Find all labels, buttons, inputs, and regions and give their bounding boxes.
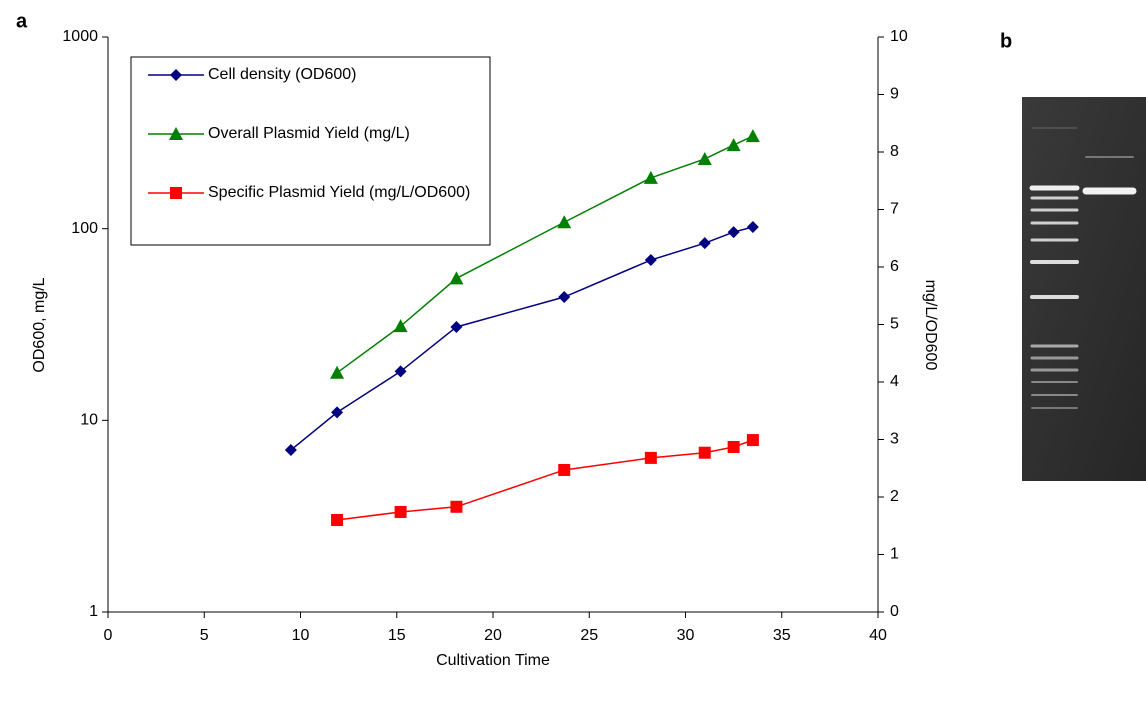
x-tick-label: 0	[104, 627, 113, 644]
y2-tick-label: 8	[890, 143, 899, 160]
y2-tick-label: 10	[890, 28, 908, 45]
x-tick-label: 35	[773, 627, 791, 644]
legend-label-box: Overall Plasmid Yield (mg/L)	[208, 125, 410, 142]
marker-square	[644, 451, 657, 464]
marker-diamond	[698, 237, 711, 250]
marker-triangle	[393, 319, 408, 333]
y2-tick-label: 7	[890, 201, 899, 218]
series-line	[290, 226, 754, 451]
marker-triangle	[449, 271, 464, 285]
legend-box	[130, 56, 491, 246]
marker-square	[698, 446, 711, 459]
marker-diamond	[170, 69, 182, 81]
marker-diamond	[746, 221, 759, 234]
y2-tick-label: 9	[890, 86, 899, 103]
marker-diamond	[450, 320, 463, 333]
marker-triangle	[330, 365, 345, 379]
marker-triangle	[557, 215, 572, 229]
y2-tick-label: 3	[890, 431, 899, 448]
marker-square	[746, 434, 759, 447]
marker-triangle	[726, 138, 741, 152]
x-tick-label: 5	[200, 627, 209, 644]
x-tick-label: 20	[484, 627, 502, 644]
y2-tick-label: 6	[890, 258, 899, 275]
y2-tick-label: 1	[890, 546, 899, 563]
y-tick-label: 1	[89, 603, 98, 620]
marker-triangle	[643, 170, 658, 184]
y2-tick-label: 2	[890, 488, 899, 505]
marker-diamond	[331, 406, 344, 419]
x-axis-label: Cultivation Time	[436, 652, 550, 669]
legend-label: Overall Plasmid Yield (mg/L)	[208, 125, 410, 142]
marker-square	[394, 505, 407, 518]
y-tick-label: 1000	[62, 28, 98, 45]
marker-square	[727, 440, 740, 453]
marker-triangle	[169, 127, 183, 140]
panel-label: b	[1000, 30, 1012, 52]
marker-square	[170, 187, 182, 199]
marker-square	[558, 463, 571, 476]
y2-tick-label: 5	[890, 316, 899, 333]
marker-diamond	[394, 365, 407, 378]
legend: Cell density (OD600) Overall Plasmid Yiel…	[130, 56, 491, 246]
marker-diamond	[727, 226, 740, 239]
y-tick-label: 10	[80, 412, 98, 429]
marker-square	[331, 514, 344, 526]
legend-label: Cell density (OD600)	[208, 66, 357, 83]
gel-image	[1022, 97, 1146, 481]
x-tick-label: 10	[292, 627, 310, 644]
legend-label-box: Cell density (OD600)	[208, 66, 357, 83]
marker-triangle	[745, 129, 760, 143]
x-tick-label: 25	[580, 627, 598, 644]
x-tick-label: 40	[869, 627, 887, 644]
y2-axis-label: mg/L/OD600	[922, 280, 939, 371]
panel-label: a	[16, 10, 28, 32]
x-tick-label: 30	[677, 627, 695, 644]
marker-diamond	[644, 254, 657, 267]
marker-diamond	[284, 444, 297, 457]
y2-tick-label: 4	[890, 373, 899, 390]
y2-tick-label: 0	[890, 603, 899, 620]
marker-square	[450, 500, 463, 513]
y-axis-label: OD600, mg/L	[31, 277, 48, 372]
y-tick-label: 100	[71, 220, 98, 237]
marker-diamond	[558, 291, 571, 304]
marker-triangle	[697, 151, 712, 165]
legend-label: Specific Plasmid Yield (mg/L/OD600)	[208, 184, 471, 201]
legend-label-box: Specific Plasmid Yield (mg/L/OD600)	[208, 184, 471, 201]
x-tick-label: 15	[388, 627, 406, 644]
